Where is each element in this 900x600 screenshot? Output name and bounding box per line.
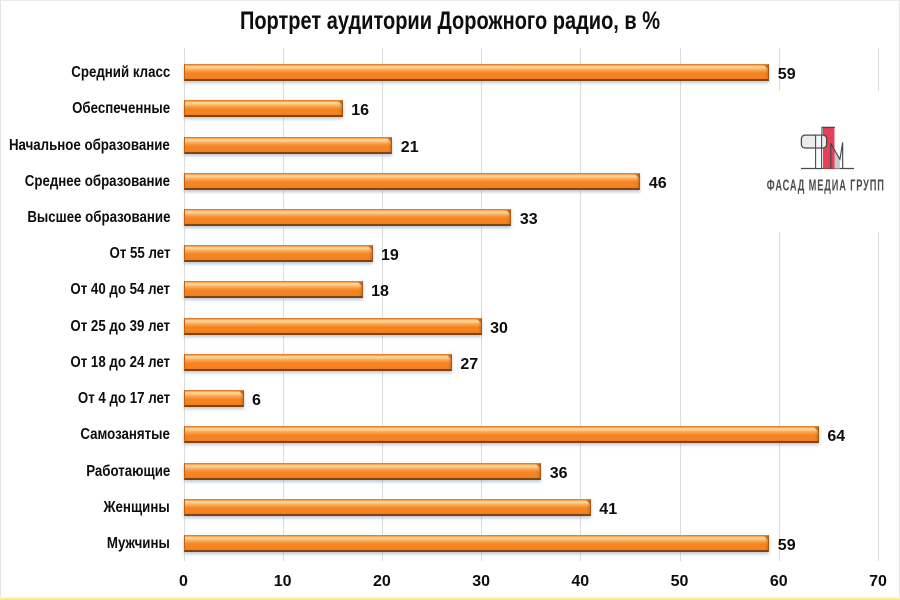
svg-text:ФАСАД МЕДИА ГРУПП: ФАСАД МЕДИА ГРУПП bbox=[767, 178, 885, 195]
